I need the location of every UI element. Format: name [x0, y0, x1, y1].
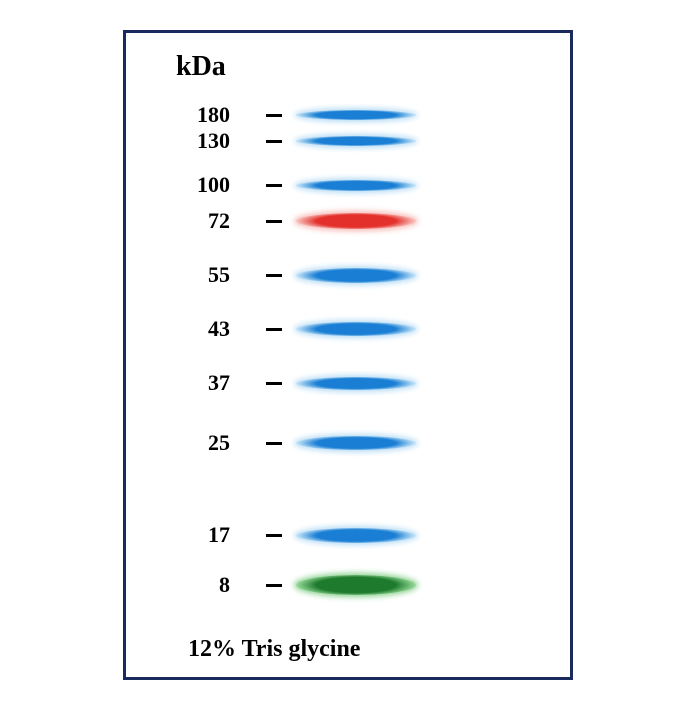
tick-mark [266, 140, 282, 143]
band-row: 72 [126, 211, 570, 231]
band-label: 100 [197, 172, 230, 198]
band-row: 37 [126, 373, 570, 393]
band-row: 130 [126, 131, 570, 151]
band-row: 55 [126, 265, 570, 285]
band-label: 8 [219, 572, 230, 598]
protein-band [296, 110, 416, 120]
protein-band [296, 528, 416, 543]
band-row: 17 [126, 525, 570, 545]
protein-band [296, 436, 416, 450]
tick-mark [266, 382, 282, 385]
band-label: 55 [208, 262, 230, 288]
protein-band [296, 575, 416, 595]
band-label: 43 [208, 316, 230, 342]
band-label: 72 [208, 208, 230, 234]
band-row: 43 [126, 319, 570, 339]
band-row: 100 [126, 175, 570, 195]
tick-mark [266, 534, 282, 537]
protein-band [296, 377, 416, 390]
kda-header: kDa [176, 51, 226, 83]
tick-mark [266, 184, 282, 187]
band-label: 130 [197, 128, 230, 154]
band-label: 37 [208, 370, 230, 396]
gel-footer: 12% Tris glycine [188, 636, 360, 663]
gel-frame: kDa 180130 100 72 55 43 37 25 17 8 12% Tris glyc… [123, 30, 573, 680]
bands-area: 180130 100 72 55 43 37 25 17 8 [126, 93, 570, 633]
tick-mark [266, 274, 282, 277]
protein-band [296, 136, 416, 146]
band-row: 8 [126, 575, 570, 595]
protein-band [296, 180, 416, 191]
tick-mark [266, 584, 282, 587]
band-label: 25 [208, 430, 230, 456]
tick-mark [266, 442, 282, 445]
band-row: 25 [126, 433, 570, 453]
band-row: 180 [126, 105, 570, 125]
protein-band [296, 268, 416, 283]
tick-mark [266, 328, 282, 331]
protein-band [296, 213, 416, 229]
protein-band [296, 322, 416, 336]
tick-mark [266, 114, 282, 117]
band-label: 180 [197, 102, 230, 128]
tick-mark [266, 220, 282, 223]
band-label: 17 [208, 522, 230, 548]
